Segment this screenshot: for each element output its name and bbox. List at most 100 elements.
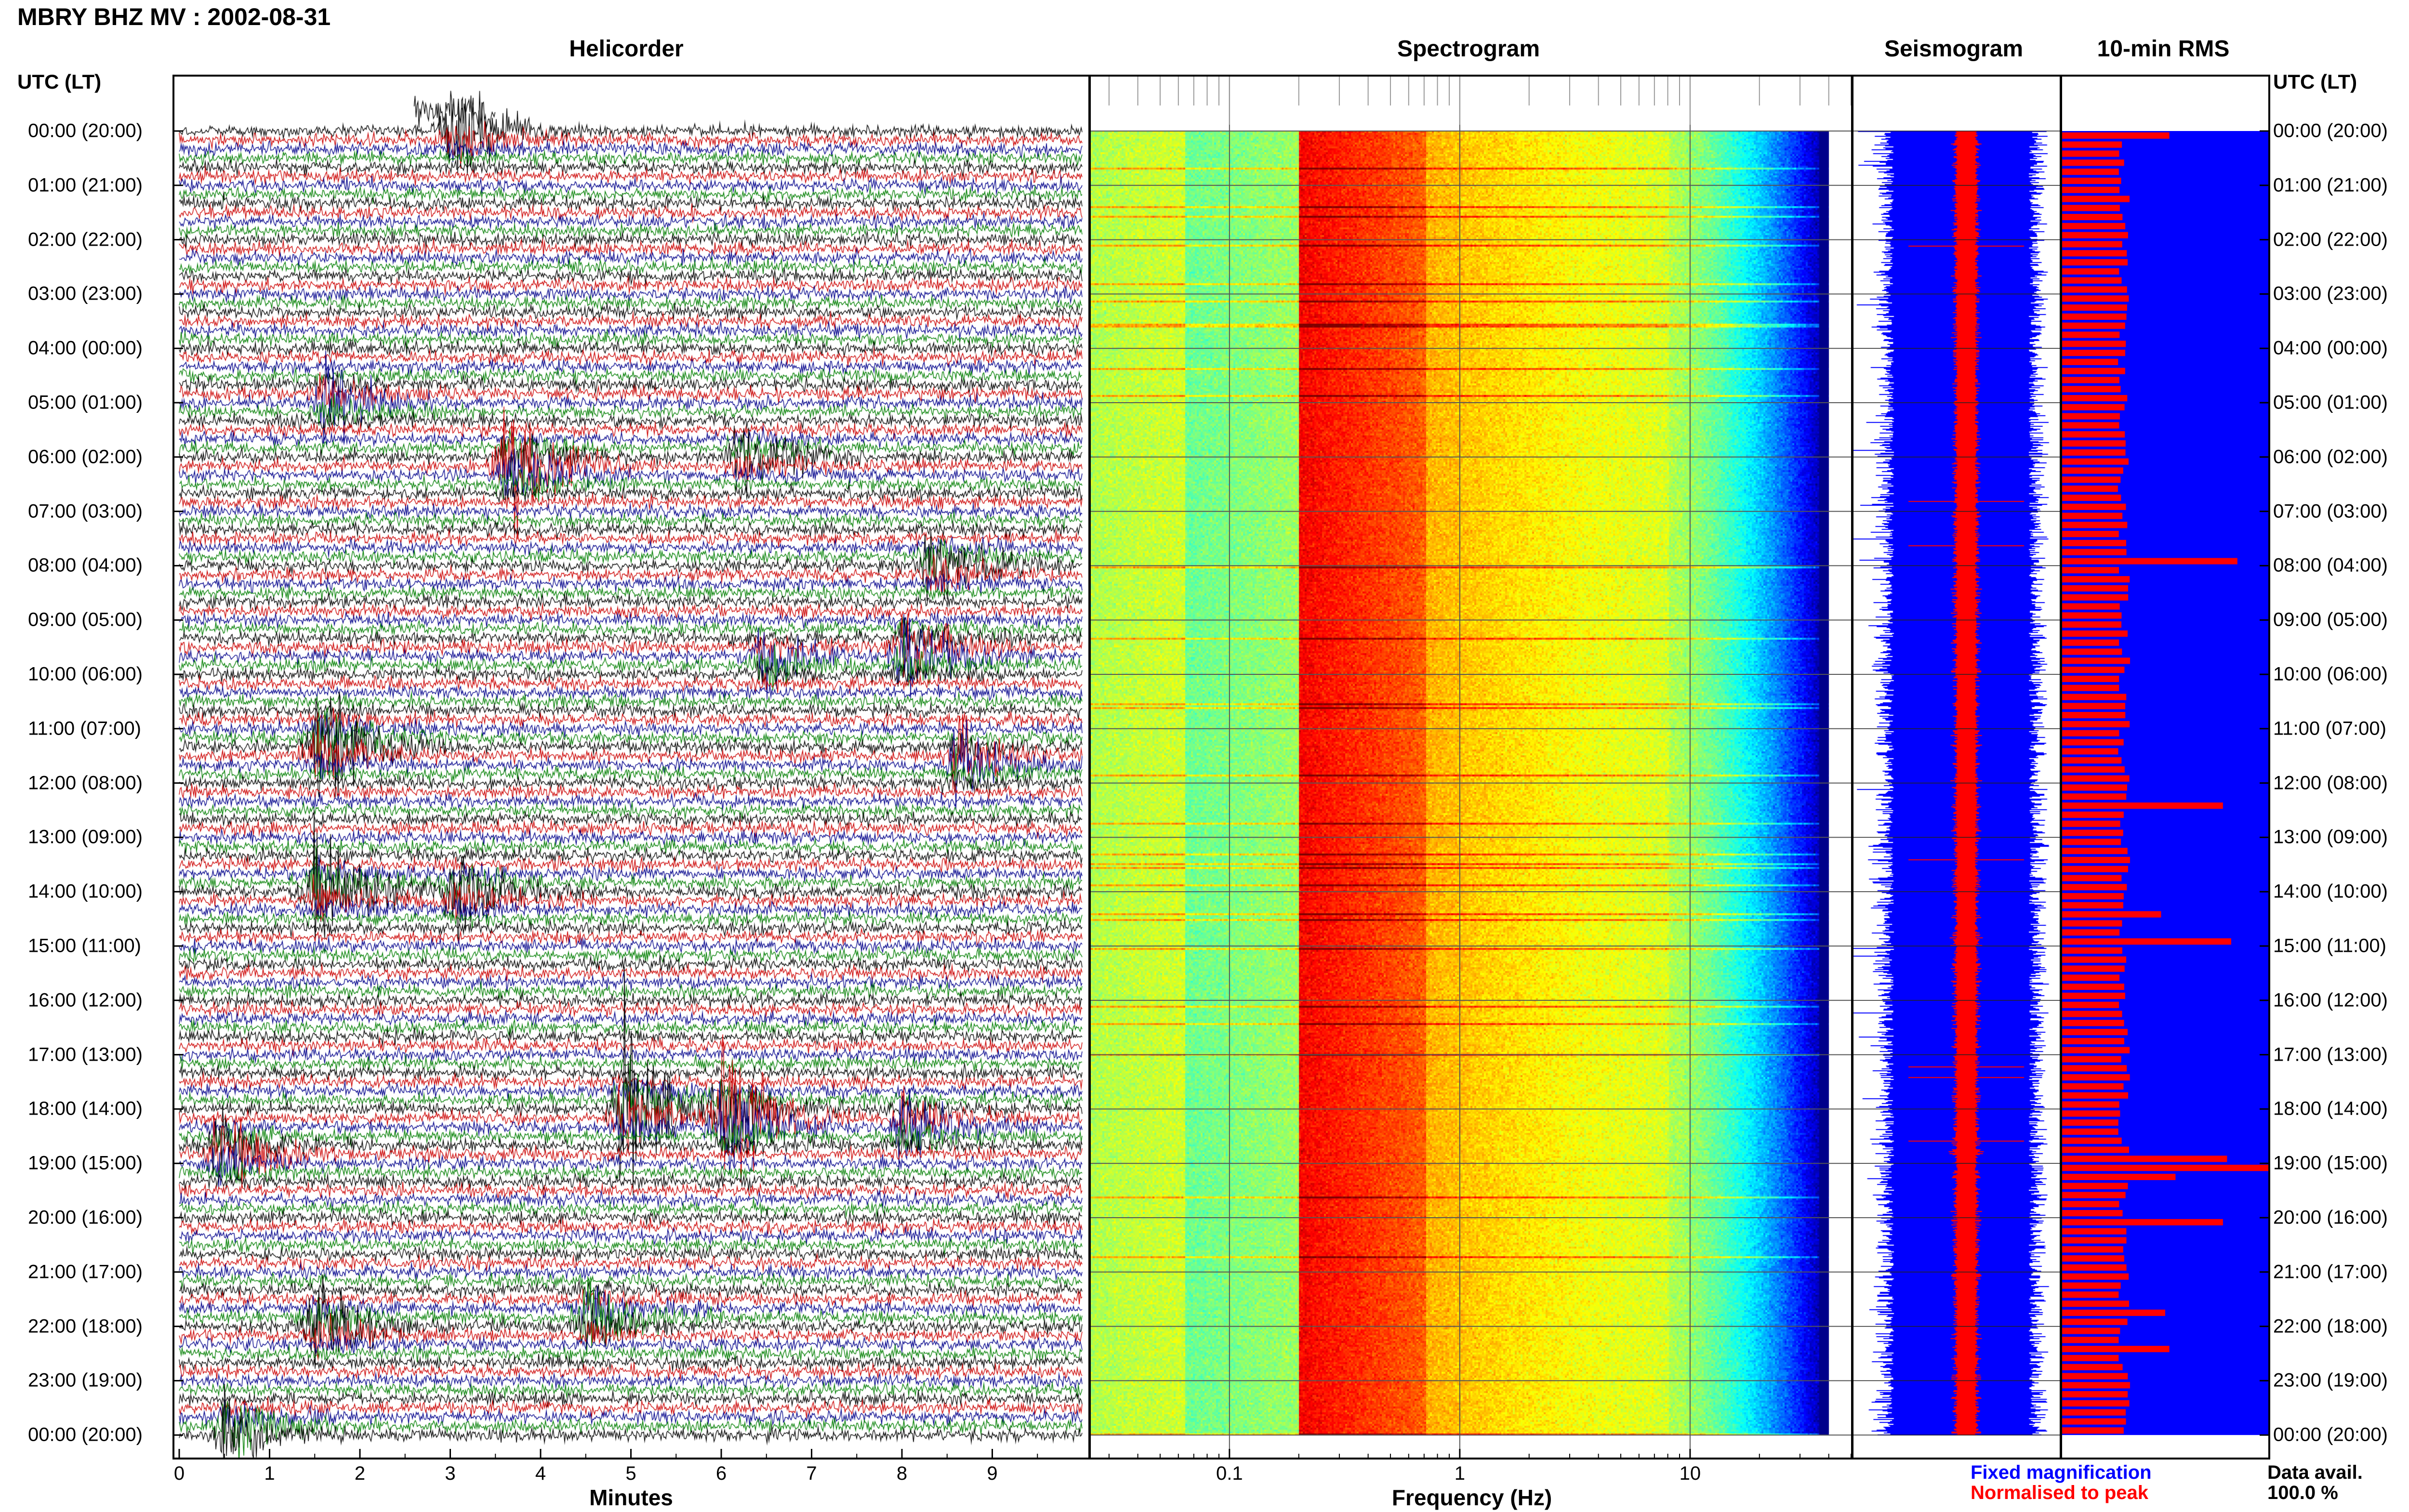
rms-bar: [2062, 1011, 2122, 1017]
helicorder-x-tick-label: 3: [445, 1463, 455, 1484]
rms-bar: [2062, 856, 2130, 863]
rms-bar: [2062, 793, 2127, 800]
rms-bar: [2062, 395, 2128, 402]
spectrogram-x-tick-label: 1: [1455, 1463, 1465, 1484]
helicorder-x-tick-label: 5: [625, 1463, 636, 1484]
rms-bar: [2062, 703, 2126, 710]
helicorder-x-tick-label: 6: [716, 1463, 727, 1484]
time-label: 02:00 (22:00): [2273, 229, 2388, 250]
rms-bar: [2062, 132, 2170, 139]
time-label: 16:00 (12:00): [2273, 989, 2388, 1011]
rms-bar: [2062, 911, 2161, 918]
rms-bar: [2062, 1110, 2120, 1117]
rms-bar: [2062, 386, 2121, 393]
spectrogram-xlabel: Frequency (Hz): [1391, 1485, 1552, 1510]
rms-bar: [2062, 667, 2125, 673]
rms-bar: [2062, 884, 2127, 891]
rms-bar: [2062, 1074, 2130, 1081]
rms-bar: [2062, 1210, 2123, 1217]
time-label: 18:00 (14:00): [2273, 1098, 2388, 1119]
rms-bar: [2062, 539, 2126, 546]
rms-bar: [2062, 1418, 2126, 1425]
rms-bar: [2062, 1382, 2130, 1389]
rms-bar: [2062, 1092, 2129, 1099]
rms-bar: [2062, 431, 2125, 438]
rms-bar: [2062, 594, 2129, 601]
rms-bar: [2062, 811, 2124, 818]
rms-bar: [2062, 612, 2122, 619]
rms-bar: [2062, 377, 2119, 383]
rms-bar: [2062, 1346, 2170, 1353]
rms-bar: [2062, 404, 2125, 410]
rms-bar: [2062, 929, 2120, 936]
time-label: 11:00 (07:00): [2273, 718, 2386, 739]
rms-bar: [2062, 232, 2128, 238]
time-label: 04:00 (00:00): [28, 337, 143, 359]
rms-bar: [2062, 712, 2126, 719]
spectrogram-plot: [1091, 77, 1851, 1458]
time-label: 21:00 (17:00): [28, 1261, 143, 1283]
spectrogram-grid: [1091, 77, 1851, 1458]
rms-bar: [2062, 513, 2123, 519]
rms-bar: [2062, 277, 2122, 284]
time-label: 12:00 (08:00): [2273, 772, 2388, 794]
rms-bar: [2062, 965, 2125, 972]
rms-bar: [2062, 920, 2122, 927]
helicorder-x-tick-label: 9: [987, 1463, 997, 1484]
rms-bar: [2062, 1301, 2129, 1307]
rms-bar: [2062, 486, 2118, 492]
rms-bar: [2062, 947, 2122, 954]
rms-bar: [2062, 1337, 2119, 1343]
rms-bar: [2062, 1192, 2126, 1198]
time-label: 09:00 (05:00): [28, 609, 143, 631]
rms-bar: [2062, 358, 2118, 365]
rms-bar: [2062, 186, 2120, 193]
time-label: 05:00 (01:00): [28, 392, 143, 413]
rms-bar: [2062, 313, 2127, 320]
rms-bar: [2062, 1273, 2129, 1280]
rms-bar: [2062, 1056, 2121, 1063]
time-label: 19:00 (15:00): [2273, 1152, 2388, 1174]
time-label: 01:00 (21:00): [28, 174, 143, 196]
helicorder-xlabel: Minutes: [589, 1485, 673, 1510]
rms-bar: [2062, 295, 2129, 302]
time-label: 08:00 (04:00): [2273, 554, 2388, 576]
spectrogram-panel: [1089, 75, 1853, 1459]
helicorder-x-tick-label: 4: [535, 1463, 546, 1484]
page-title: MBRY BHZ MV : 2002-08-31: [17, 3, 331, 30]
rms-bar: [2062, 1020, 2124, 1026]
rms-bar: [2062, 205, 2120, 211]
helicorder-x-tick-label: 1: [264, 1463, 275, 1484]
rms-bar: [2062, 567, 2119, 574]
rms-bar: [2062, 458, 2129, 465]
rms-bar: [2062, 250, 2127, 257]
rms-bar: [2062, 286, 2127, 293]
rms-bar: [2062, 1146, 2129, 1153]
seismogram-panel: [1852, 75, 2062, 1459]
rms-bar: [2062, 1264, 2127, 1271]
rms-bar: [2062, 1246, 2123, 1253]
time-label: 19:00 (15:00): [28, 1152, 143, 1174]
rms-bar: [2062, 1001, 2119, 1008]
time-label: 18:00 (14:00): [28, 1098, 143, 1119]
time-label: 13:00 (09:00): [28, 826, 143, 848]
time-label: 06:00 (02:00): [28, 446, 143, 468]
rms-bar: [2062, 630, 2128, 637]
rms-bar: [2062, 684, 2119, 691]
rms-bar: [2062, 938, 2231, 945]
rms-bar: [2062, 350, 2126, 356]
time-label: 10:00 (06:00): [2273, 663, 2388, 685]
legend-normalised: Normalised to peak: [1971, 1482, 2149, 1503]
rms-bar: [2062, 675, 2119, 682]
time-label: 04:00 (00:00): [2273, 337, 2388, 359]
rms-bar: [2062, 331, 2120, 338]
seismogram-plot: [1853, 77, 2060, 1458]
rms-bar: [2062, 576, 2130, 583]
rms-bar: [2062, 657, 2130, 664]
rms-bar: [2062, 739, 2124, 746]
rms-bar: [2062, 304, 2127, 311]
time-label: 13:00 (09:00): [2273, 826, 2388, 848]
time-label: 12:00 (08:00): [28, 772, 143, 794]
helicorder-plot: [174, 77, 1088, 1458]
data-avail-value: 100.0 %: [2267, 1482, 2338, 1503]
